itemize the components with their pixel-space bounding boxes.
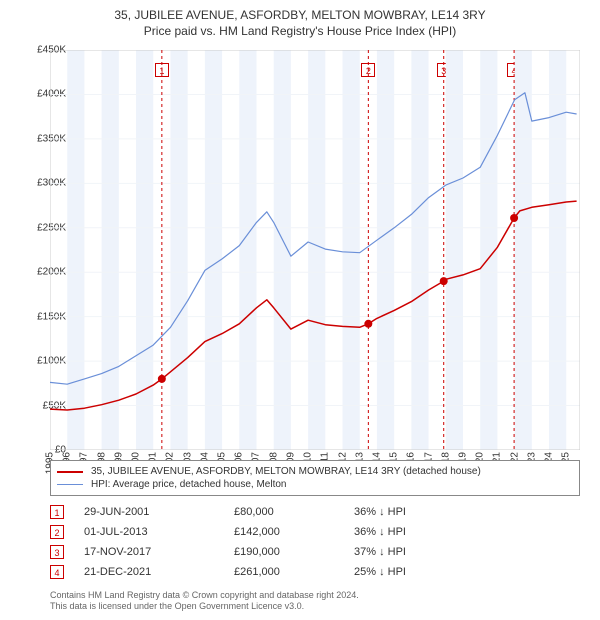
event-hpi: 36% ↓ HPI: [354, 506, 454, 518]
footer-note: Contains HM Land Registry data © Crown c…: [50, 590, 580, 613]
event-number-box: 1: [50, 505, 64, 519]
legend-row: 35, JUBILEE AVENUE, ASFORDBY, MELTON MOW…: [57, 465, 573, 478]
chart-container: 35, JUBILEE AVENUE, ASFORDBY, MELTON MOW…: [0, 0, 600, 620]
legend-swatch: [57, 471, 83, 473]
event-row: 1 29-JUN-2001£80,00036% ↓ HPI: [50, 502, 580, 522]
event-hpi: 25% ↓ HPI: [354, 566, 454, 578]
event-number-box: 3: [50, 545, 64, 559]
event-row: 2 01-JUL-2013£142,00036% ↓ HPI: [50, 522, 580, 542]
legend-swatch: [57, 484, 83, 485]
event-hpi: 37% ↓ HPI: [354, 546, 454, 558]
event-price: £190,000: [234, 546, 354, 558]
event-number-box: 2: [50, 525, 64, 539]
chart-title: 35, JUBILEE AVENUE, ASFORDBY, MELTON MOW…: [0, 0, 600, 22]
event-date: 29-JUN-2001: [84, 506, 234, 518]
footer-line-1: Contains HM Land Registry data © Crown c…: [50, 590, 580, 601]
event-row: 4 21-DEC-2021£261,00025% ↓ HPI: [50, 562, 580, 582]
legend-label: HPI: Average price, detached house, Melt…: [91, 479, 287, 490]
event-date: 01-JUL-2013: [84, 526, 234, 538]
event-row: 3 17-NOV-2017£190,00037% ↓ HPI: [50, 542, 580, 562]
event-price: £80,000: [234, 506, 354, 518]
chart-subtitle: Price paid vs. HM Land Registry's House …: [0, 22, 600, 38]
event-price: £142,000: [234, 526, 354, 538]
event-price: £261,000: [234, 566, 354, 578]
legend: 35, JUBILEE AVENUE, ASFORDBY, MELTON MOW…: [50, 460, 580, 496]
legend-row: HPI: Average price, detached house, Melt…: [57, 478, 573, 491]
event-hpi: 36% ↓ HPI: [354, 526, 454, 538]
event-number-box: 4: [50, 565, 64, 579]
event-date: 17-NOV-2017: [84, 546, 234, 558]
plot-area: [50, 50, 580, 450]
events-table: 1 29-JUN-2001£80,00036% ↓ HPI 2 01-JUL-2013…: [50, 502, 580, 582]
legend-label: 35, JUBILEE AVENUE, ASFORDBY, MELTON MOW…: [91, 466, 481, 477]
footer-line-2: This data is licensed under the Open Gov…: [50, 601, 580, 612]
event-date: 21-DEC-2021: [84, 566, 234, 578]
